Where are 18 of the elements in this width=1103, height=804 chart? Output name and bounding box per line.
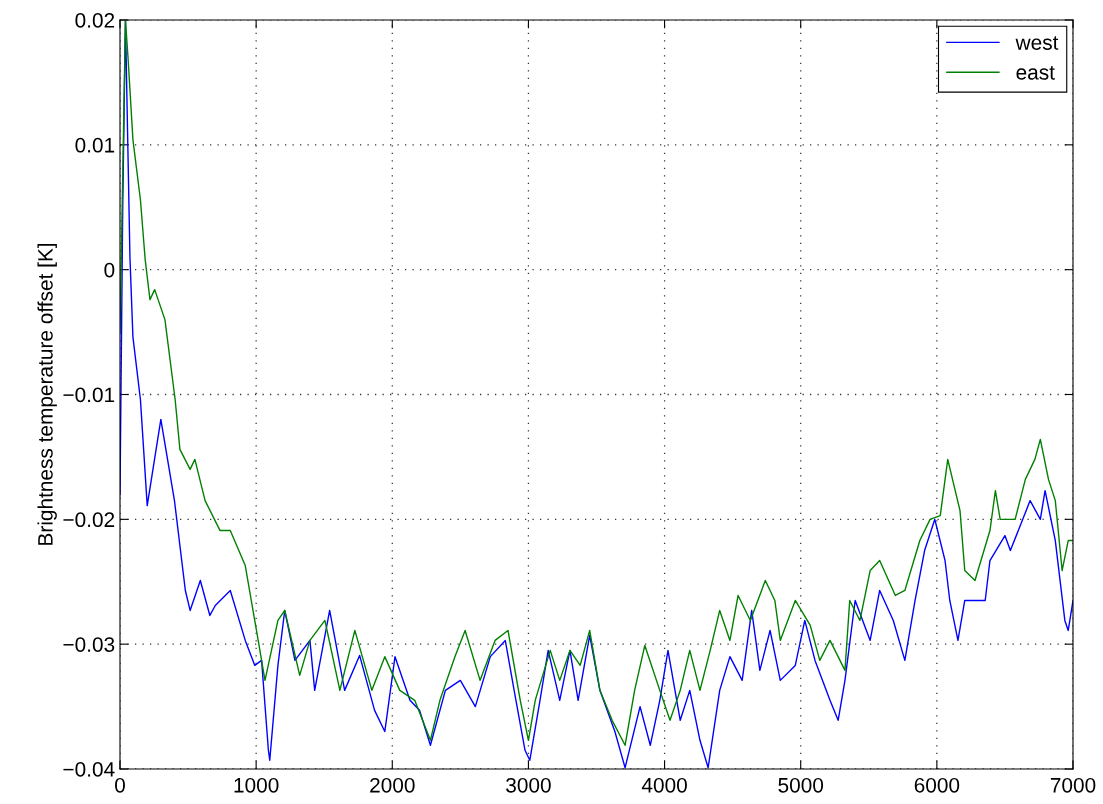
y-tick-label: 0.02 [75,13,115,28]
x-tick-label: 1000 [234,777,279,793]
x-tick-label: 4000 [641,777,687,793]
x-tick-label: 5000 [778,777,824,793]
y-tick-label: −0.03 [63,637,115,652]
x-tick-label: 6000 [914,777,960,793]
y-tick-label: 0 [104,262,115,278]
legend-label: west [1015,36,1059,50]
x-tick-label: 7000 [1050,777,1096,793]
y-tick-label: −0.01 [63,387,115,403]
legend-label: east [1016,66,1055,80]
x-tick-label: 2000 [370,777,415,793]
y-axis-title: Brightness temperature offset [K] [37,243,57,545]
y-tick-label: 0.01 [75,137,115,153]
y-tick-label: −0.02 [63,512,115,528]
x-tick-label: 0 [115,777,125,793]
x-tick-label: 3000 [506,777,551,793]
y-tick-label: −0.04 [63,762,115,777]
